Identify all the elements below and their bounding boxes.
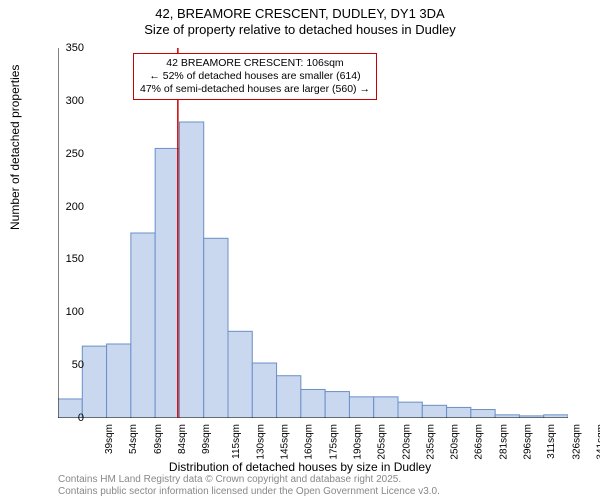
bar xyxy=(131,233,155,418)
y-tick-label: 0 xyxy=(48,412,84,424)
x-tick-label: 39sqm xyxy=(104,424,115,454)
x-tick-label: 54sqm xyxy=(128,424,139,454)
y-tick-label: 250 xyxy=(48,148,84,160)
bar xyxy=(471,410,495,418)
x-tick-label: 84sqm xyxy=(177,424,188,454)
x-tick-label: 115sqm xyxy=(230,424,241,459)
x-tick-label: 296sqm xyxy=(523,424,534,460)
y-tick-label: 350 xyxy=(48,42,84,54)
x-tick-label: 341sqm xyxy=(595,424,600,460)
bar xyxy=(447,407,471,418)
bar xyxy=(349,397,373,418)
bar xyxy=(252,363,276,418)
x-tick-label: 99sqm xyxy=(201,424,212,454)
title-line-2: Size of property relative to detached ho… xyxy=(0,22,600,38)
x-tick-label: 145sqm xyxy=(280,424,291,460)
bar xyxy=(277,376,301,418)
bar xyxy=(374,397,398,418)
x-tick-label: 220sqm xyxy=(401,424,412,460)
x-tick-label: 175sqm xyxy=(328,424,339,460)
bar xyxy=(422,405,446,418)
x-tick-label: 281sqm xyxy=(498,424,509,460)
bar xyxy=(82,346,106,418)
y-tick-label: 100 xyxy=(48,306,84,318)
x-tick-label: 130sqm xyxy=(255,424,266,460)
y-tick-label: 300 xyxy=(48,95,84,107)
bar xyxy=(398,402,422,418)
x-tick-label: 69sqm xyxy=(153,424,164,454)
chart-area: 42 BREAMORE CRESCENT: 106sqm ← 52% of de… xyxy=(58,48,568,418)
x-tick-label: 235sqm xyxy=(425,424,436,460)
bar xyxy=(155,148,179,418)
footer-line-2: Contains public sector information licen… xyxy=(58,486,440,498)
bar xyxy=(204,238,228,418)
footer-line-1: Contains HM Land Registry data © Crown c… xyxy=(58,474,440,486)
bar xyxy=(107,344,131,418)
title-line-1: 42, BREAMORE CRESCENT, DUDLEY, DY1 3DA xyxy=(0,6,600,22)
chart-title-block: 42, BREAMORE CRESCENT, DUDLEY, DY1 3DA S… xyxy=(0,0,600,39)
callout-line-1: 42 BREAMORE CRESCENT: 106sqm xyxy=(140,57,370,70)
x-tick-label: 326sqm xyxy=(571,424,582,460)
x-tick-label: 160sqm xyxy=(304,424,315,460)
callout-line-3: 47% of semi-detached houses are larger (… xyxy=(140,83,370,96)
histogram-plot xyxy=(58,48,568,418)
footer-attribution: Contains HM Land Registry data © Crown c… xyxy=(58,474,440,498)
y-axis-label: Number of detached properties xyxy=(8,65,22,230)
bar xyxy=(228,331,252,418)
x-tick-label: 250sqm xyxy=(450,424,461,460)
y-tick-label: 150 xyxy=(48,253,84,265)
callout-line-2: ← 52% of detached houses are smaller (61… xyxy=(140,70,370,83)
y-tick-label: 200 xyxy=(48,201,84,213)
x-tick-label: 311sqm xyxy=(546,424,557,459)
bar xyxy=(179,122,203,418)
x-axis-label: Distribution of detached houses by size … xyxy=(0,460,600,474)
bar xyxy=(301,389,325,418)
y-tick-label: 50 xyxy=(48,359,84,371)
bar xyxy=(325,392,349,418)
callout-box: 42 BREAMORE CRESCENT: 106sqm ← 52% of de… xyxy=(133,53,377,100)
x-tick-label: 205sqm xyxy=(377,424,388,460)
x-tick-label: 190sqm xyxy=(353,424,364,460)
x-tick-label: 266sqm xyxy=(474,424,485,460)
